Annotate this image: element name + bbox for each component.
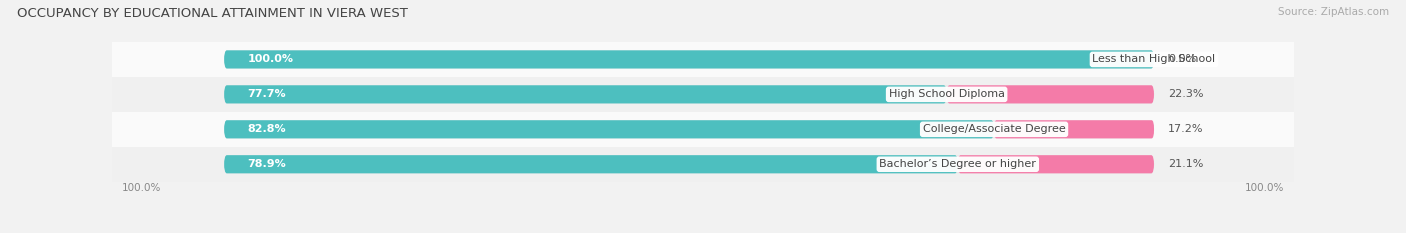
Bar	[112, 42, 1294, 77]
FancyBboxPatch shape	[946, 85, 1154, 103]
Text: High School Diploma: High School Diploma	[889, 89, 1005, 99]
FancyBboxPatch shape	[224, 155, 1154, 173]
Text: OCCUPANCY BY EDUCATIONAL ATTAINMENT IN VIERA WEST: OCCUPANCY BY EDUCATIONAL ATTAINMENT IN V…	[17, 7, 408, 20]
Text: 0.0%: 0.0%	[1168, 55, 1197, 64]
Text: 100.0%: 100.0%	[247, 55, 294, 64]
FancyBboxPatch shape	[994, 120, 1154, 138]
Text: 82.8%: 82.8%	[247, 124, 285, 134]
Bar	[112, 147, 1294, 182]
Text: Bachelor’s Degree or higher: Bachelor’s Degree or higher	[879, 159, 1036, 169]
FancyBboxPatch shape	[224, 85, 1154, 103]
Text: 21.1%: 21.1%	[1168, 159, 1204, 169]
Bar	[112, 112, 1294, 147]
FancyBboxPatch shape	[224, 85, 946, 103]
Text: College/Associate Degree: College/Associate Degree	[922, 124, 1066, 134]
FancyBboxPatch shape	[224, 120, 994, 138]
FancyBboxPatch shape	[957, 155, 1154, 173]
Text: 22.3%: 22.3%	[1168, 89, 1204, 99]
FancyBboxPatch shape	[224, 50, 1154, 69]
FancyBboxPatch shape	[224, 50, 1154, 69]
Text: 78.9%: 78.9%	[247, 159, 285, 169]
Text: 100.0%: 100.0%	[122, 184, 162, 193]
Text: 17.2%: 17.2%	[1168, 124, 1204, 134]
Text: 77.7%: 77.7%	[247, 89, 285, 99]
Text: Source: ZipAtlas.com: Source: ZipAtlas.com	[1278, 7, 1389, 17]
FancyBboxPatch shape	[224, 120, 1154, 138]
Text: Less than High School: Less than High School	[1092, 55, 1216, 64]
Bar	[112, 77, 1294, 112]
Text: 100.0%: 100.0%	[1244, 184, 1284, 193]
FancyBboxPatch shape	[224, 155, 957, 173]
